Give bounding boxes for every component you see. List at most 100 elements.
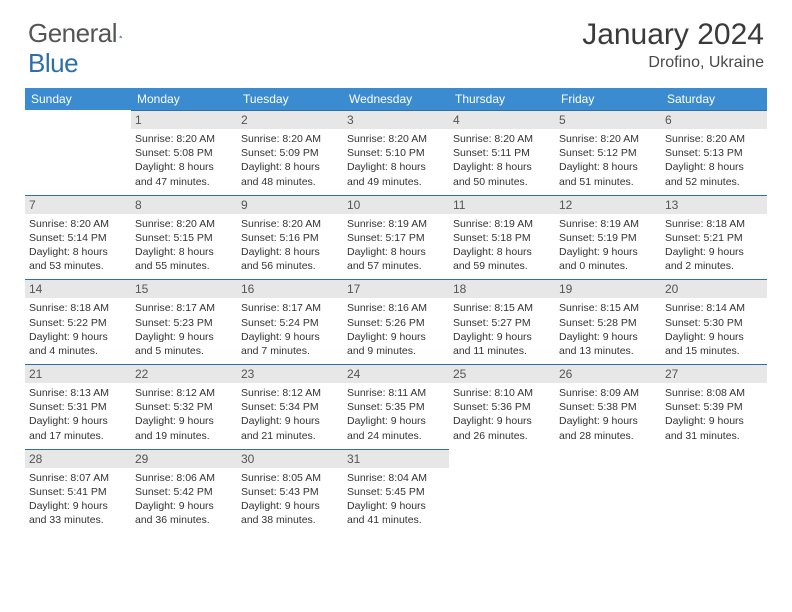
- day-header: Wednesday: [343, 88, 449, 110]
- day-header: Sunday: [25, 88, 131, 110]
- day-number: 5: [555, 110, 661, 129]
- sunrise-text: Sunrise: 8:13 AM: [29, 386, 127, 400]
- brand-blue: Blue: [28, 48, 78, 78]
- calendar-cell: 22Sunrise: 8:12 AMSunset: 5:32 PMDayligh…: [131, 364, 237, 449]
- calendar-week: 14Sunrise: 8:18 AMSunset: 5:22 PMDayligh…: [25, 279, 767, 364]
- calendar-head: SundayMondayTuesdayWednesdayThursdayFrid…: [25, 88, 767, 110]
- sunset-text: Sunset: 5:13 PM: [665, 146, 763, 160]
- calendar-cell: 15Sunrise: 8:17 AMSunset: 5:23 PMDayligh…: [131, 279, 237, 364]
- sunset-text: Sunset: 5:36 PM: [453, 400, 551, 414]
- calendar-cell: 18Sunrise: 8:15 AMSunset: 5:27 PMDayligh…: [449, 279, 555, 364]
- calendar-cell: 21Sunrise: 8:13 AMSunset: 5:31 PMDayligh…: [25, 364, 131, 449]
- daylight-text: Daylight: 8 hours and 48 minutes.: [241, 160, 339, 188]
- sunset-text: Sunset: 5:38 PM: [559, 400, 657, 414]
- sunset-text: Sunset: 5:19 PM: [559, 231, 657, 245]
- day-number: 4: [449, 110, 555, 129]
- sunset-text: Sunset: 5:45 PM: [347, 485, 445, 499]
- day-number: 19: [555, 279, 661, 298]
- calendar-cell: 29Sunrise: 8:06 AMSunset: 5:42 PMDayligh…: [131, 449, 237, 534]
- calendar-cell: 26Sunrise: 8:09 AMSunset: 5:38 PMDayligh…: [555, 364, 661, 449]
- calendar-cell: 10Sunrise: 8:19 AMSunset: 5:17 PMDayligh…: [343, 195, 449, 280]
- day-number: 16: [237, 279, 343, 298]
- daylight-text: Daylight: 9 hours and 13 minutes.: [559, 330, 657, 358]
- day-number: 26: [555, 364, 661, 383]
- day-number: 14: [25, 279, 131, 298]
- day-number: 28: [25, 449, 131, 468]
- sunset-text: Sunset: 5:10 PM: [347, 146, 445, 160]
- sunrise-text: Sunrise: 8:20 AM: [241, 132, 339, 146]
- daylight-text: Daylight: 8 hours and 53 minutes.: [29, 245, 127, 273]
- day-number: 18: [449, 279, 555, 298]
- calendar-week: 28Sunrise: 8:07 AMSunset: 5:41 PMDayligh…: [25, 449, 767, 534]
- daylight-text: Daylight: 8 hours and 55 minutes.: [135, 245, 233, 273]
- calendar-cell: 11Sunrise: 8:19 AMSunset: 5:18 PMDayligh…: [449, 195, 555, 280]
- sunset-text: Sunset: 5:16 PM: [241, 231, 339, 245]
- sunrise-text: Sunrise: 8:11 AM: [347, 386, 445, 400]
- sunset-text: Sunset: 5:31 PM: [29, 400, 127, 414]
- sunrise-text: Sunrise: 8:10 AM: [453, 386, 551, 400]
- sunrise-text: Sunrise: 8:07 AM: [29, 471, 127, 485]
- sunset-text: Sunset: 5:27 PM: [453, 316, 551, 330]
- calendar-cell: 9Sunrise: 8:20 AMSunset: 5:16 PMDaylight…: [237, 195, 343, 280]
- sunset-text: Sunset: 5:42 PM: [135, 485, 233, 499]
- sunrise-text: Sunrise: 8:20 AM: [665, 132, 763, 146]
- calendar-cell: 6Sunrise: 8:20 AMSunset: 5:13 PMDaylight…: [661, 110, 767, 195]
- daylight-text: Daylight: 8 hours and 51 minutes.: [559, 160, 657, 188]
- day-number: 9: [237, 195, 343, 214]
- sunrise-text: Sunrise: 8:19 AM: [347, 217, 445, 231]
- calendar-cell: 12Sunrise: 8:19 AMSunset: 5:19 PMDayligh…: [555, 195, 661, 280]
- day-number: 30: [237, 449, 343, 468]
- brand-blue-wrap: Blue: [28, 48, 78, 79]
- daylight-text: Daylight: 8 hours and 56 minutes.: [241, 245, 339, 273]
- day-header: Friday: [555, 88, 661, 110]
- sunset-text: Sunset: 5:28 PM: [559, 316, 657, 330]
- sunrise-text: Sunrise: 8:20 AM: [135, 132, 233, 146]
- daylight-text: Daylight: 9 hours and 24 minutes.: [347, 414, 445, 442]
- sunrise-text: Sunrise: 8:18 AM: [665, 217, 763, 231]
- daylight-text: Daylight: 9 hours and 31 minutes.: [665, 414, 763, 442]
- day-number: 25: [449, 364, 555, 383]
- daylight-text: Daylight: 9 hours and 2 minutes.: [665, 245, 763, 273]
- day-number: 2: [237, 110, 343, 129]
- calendar-cell: 13Sunrise: 8:18 AMSunset: 5:21 PMDayligh…: [661, 195, 767, 280]
- day-number: 3: [343, 110, 449, 129]
- sunrise-text: Sunrise: 8:17 AM: [241, 301, 339, 315]
- daylight-text: Daylight: 9 hours and 15 minutes.: [665, 330, 763, 358]
- day-number: 1: [131, 110, 237, 129]
- sunrise-text: Sunrise: 8:08 AM: [665, 386, 763, 400]
- sunrise-text: Sunrise: 8:04 AM: [347, 471, 445, 485]
- sunset-text: Sunset: 5:15 PM: [135, 231, 233, 245]
- sunset-text: Sunset: 5:30 PM: [665, 316, 763, 330]
- sunrise-text: Sunrise: 8:05 AM: [241, 471, 339, 485]
- day-number: 23: [237, 364, 343, 383]
- calendar-cell: 27Sunrise: 8:08 AMSunset: 5:39 PMDayligh…: [661, 364, 767, 449]
- calendar-week: 21Sunrise: 8:13 AMSunset: 5:31 PMDayligh…: [25, 364, 767, 449]
- day-header: Tuesday: [237, 88, 343, 110]
- daylight-text: Daylight: 9 hours and 19 minutes.: [135, 414, 233, 442]
- daylight-text: Daylight: 9 hours and 41 minutes.: [347, 499, 445, 527]
- day-number: 13: [661, 195, 767, 214]
- calendar-cell: 24Sunrise: 8:11 AMSunset: 5:35 PMDayligh…: [343, 364, 449, 449]
- sunset-text: Sunset: 5:12 PM: [559, 146, 657, 160]
- calendar-cell: 8Sunrise: 8:20 AMSunset: 5:15 PMDaylight…: [131, 195, 237, 280]
- calendar-cell: [449, 449, 555, 534]
- calendar-cell: 5Sunrise: 8:20 AMSunset: 5:12 PMDaylight…: [555, 110, 661, 195]
- day-number: 7: [25, 195, 131, 214]
- sunset-text: Sunset: 5:41 PM: [29, 485, 127, 499]
- daylight-text: Daylight: 9 hours and 33 minutes.: [29, 499, 127, 527]
- calendar-cell: 20Sunrise: 8:14 AMSunset: 5:30 PMDayligh…: [661, 279, 767, 364]
- daylight-text: Daylight: 8 hours and 59 minutes.: [453, 245, 551, 273]
- day-number: 22: [131, 364, 237, 383]
- sunset-text: Sunset: 5:18 PM: [453, 231, 551, 245]
- brand-general: General: [28, 18, 117, 49]
- sunrise-text: Sunrise: 8:12 AM: [135, 386, 233, 400]
- day-header: Thursday: [449, 88, 555, 110]
- sunset-text: Sunset: 5:09 PM: [241, 146, 339, 160]
- day-number: 10: [343, 195, 449, 214]
- daylight-text: Daylight: 9 hours and 4 minutes.: [29, 330, 127, 358]
- daylight-text: Daylight: 9 hours and 26 minutes.: [453, 414, 551, 442]
- sail-icon: [119, 25, 123, 43]
- daylight-text: Daylight: 8 hours and 57 minutes.: [347, 245, 445, 273]
- calendar-cell: 4Sunrise: 8:20 AMSunset: 5:11 PMDaylight…: [449, 110, 555, 195]
- sunset-text: Sunset: 5:08 PM: [135, 146, 233, 160]
